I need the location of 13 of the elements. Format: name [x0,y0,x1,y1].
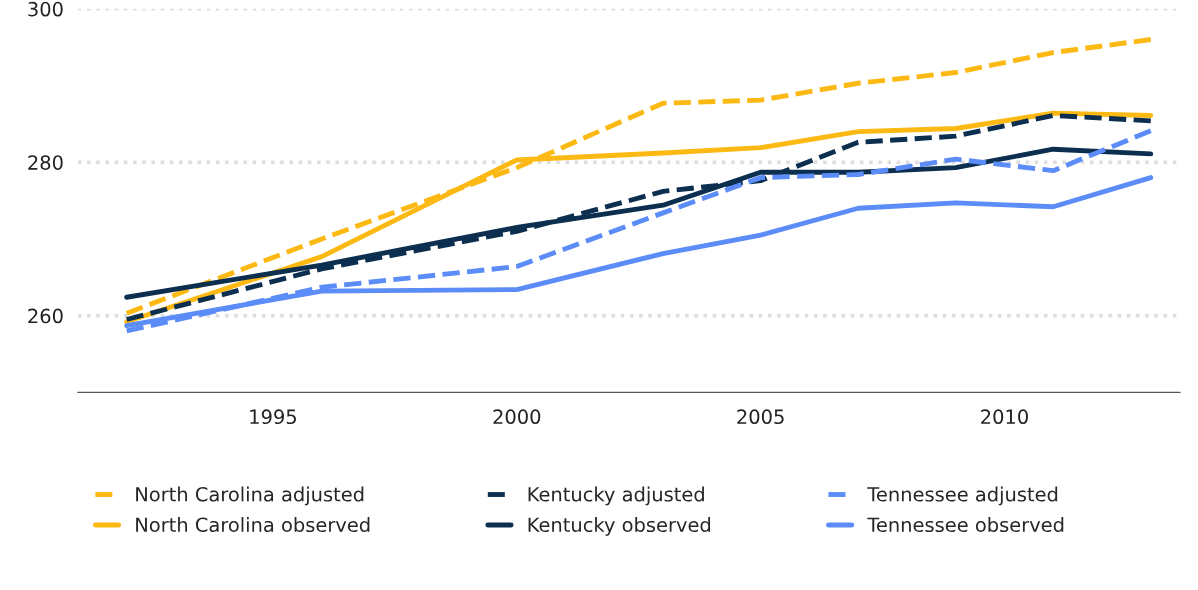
x-tick-label: 2000 [493,409,541,425]
legend-label: Tennessee observed [867,517,1064,533]
legend-label: Tennessee adjusted [867,486,1058,506]
x-tick-label: 1995 [250,409,296,425]
x-tick-label: 2005 [737,409,784,425]
legend-label: Kentucky adjusted [528,486,704,506]
legend-label: North Carolina adjusted [136,486,364,506]
legend-label: North Carolina observed [136,517,370,533]
y-tick-label: 300 [28,1,63,17]
legend-label: Kentucky observed [528,517,711,536]
x-tick-label: 2010 [981,409,1028,425]
y-tick-label: 280 [28,155,63,170]
y-tick-label: 260 [28,308,63,324]
